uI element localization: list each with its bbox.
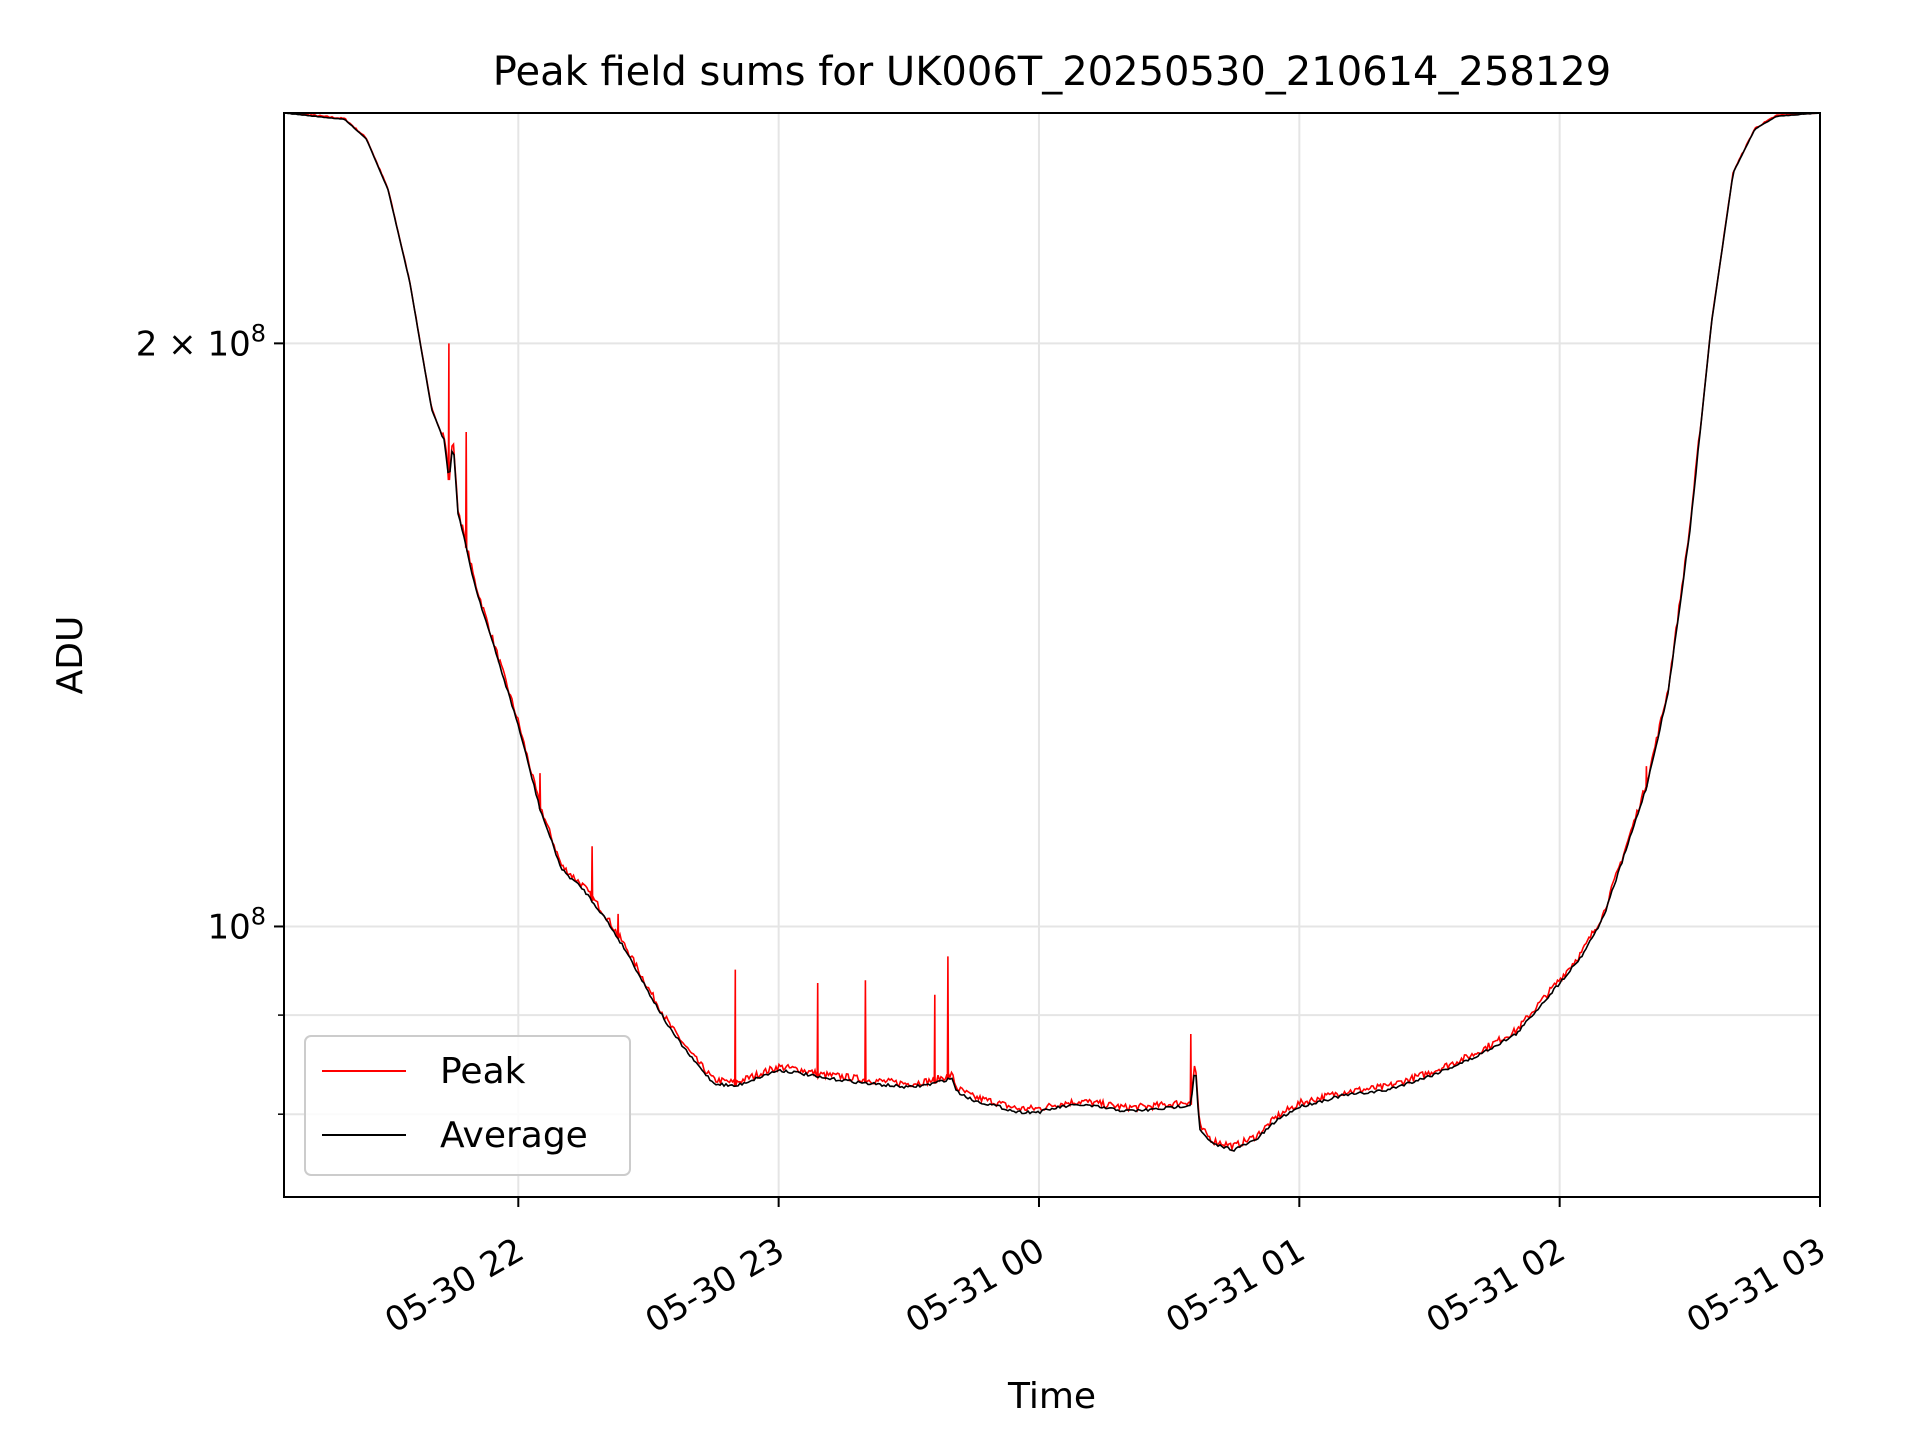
x-axis-label: Time	[1007, 1376, 1096, 1417]
grid	[284, 113, 1820, 1197]
y-axis-label: ADU	[50, 616, 91, 695]
legend: Peak Average	[304, 1035, 631, 1176]
series-line-average	[284, 113, 1820, 1152]
y-tick-label: 2 × 108	[136, 319, 266, 364]
y-tick-label: 108	[207, 902, 266, 947]
plot-frame	[283, 112, 1821, 1198]
chart-title: Peak field sums for UK006T_20250530_2106…	[493, 49, 1611, 95]
plot-area	[284, 113, 1820, 1153]
legend-peak-label: Peak	[440, 1051, 526, 1092]
legend-average-label: Average	[440, 1115, 588, 1156]
